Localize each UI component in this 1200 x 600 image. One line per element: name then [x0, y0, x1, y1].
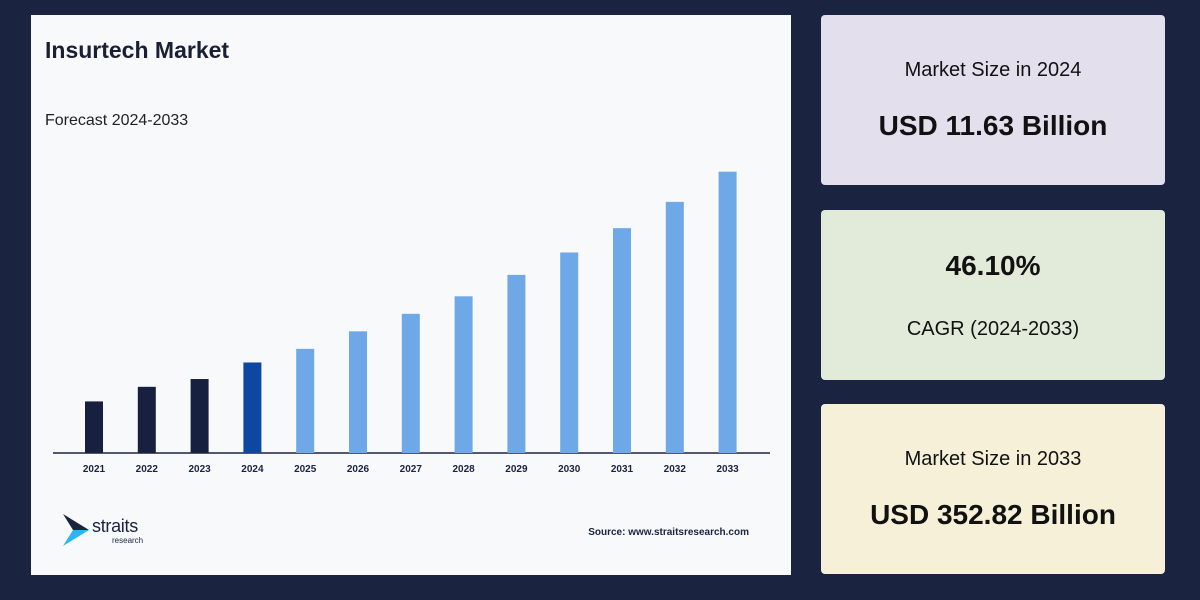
market-size-2033-label: Market Size in 2033: [904, 447, 1082, 470]
bar-chart: 2021 2022 2023 2024 2025 2026 2027 2028 2029 2030…: [53, 171, 770, 475]
market-size-2033-value: USD 352.82 Billion: [870, 498, 1116, 530]
cagr-label: CAGR (2024-2033): [906, 317, 1080, 340]
cagr-value: 46.10%: [945, 249, 1041, 281]
market-size-2024-label: Market Size in 2024: [904, 58, 1082, 81]
bar-2029: [507, 274, 526, 453]
tick-label-2033: 2033: [716, 464, 739, 475]
bar-2028: [454, 296, 473, 453]
logo-icon: [63, 514, 89, 546]
bar-2025: [296, 348, 315, 453]
bar-2022: [137, 386, 156, 453]
source-link[interactable]: Source: www.straitsresearch.com: [588, 527, 749, 538]
logo-word: straits: [92, 516, 138, 536]
tick-label-2030: 2030: [558, 464, 581, 475]
tick-label-2022: 2022: [136, 464, 159, 475]
bar-2030: [560, 252, 579, 453]
bar-2024: [243, 362, 262, 453]
tick-label-2028: 2028: [452, 464, 475, 475]
tick-label-2029: 2029: [505, 464, 528, 475]
bar-2027: [401, 313, 420, 453]
market-size-2024-card: Market Size in 2024 USD 11.63 Billion: [821, 15, 1165, 185]
bar-2031: [613, 228, 631, 453]
market-size-2024-value: USD 11.63 Billion: [878, 109, 1108, 141]
tick-label-2032: 2032: [664, 464, 687, 475]
market-size-2033-card: Market Size in 2033 USD 352.82 Billion: [821, 404, 1165, 574]
tick-label-2023: 2023: [188, 464, 211, 475]
tick-label-2025: 2025: [294, 464, 317, 475]
chart-subtitle: Forecast 2024-2033: [45, 112, 189, 129]
bar-2032: [665, 201, 684, 453]
bar-2023: [190, 379, 209, 453]
bar-2033: [718, 171, 737, 453]
chart-panel: Insurtech Market Forecast 2024-2033 2021…: [31, 15, 791, 575]
tick-label-2027: 2027: [400, 464, 423, 475]
logo-sub: research: [112, 536, 144, 545]
tick-label-2021: 2021: [83, 464, 106, 475]
chart-title: Insurtech Market: [45, 37, 230, 63]
tick-label-2024: 2024: [241, 464, 264, 475]
bar-2026: [349, 331, 367, 453]
cagr-card: 46.10% CAGR (2024-2033): [821, 210, 1165, 380]
tick-label-2026: 2026: [347, 464, 370, 475]
straits-logo: straits research: [61, 512, 161, 552]
tick-label-2031: 2031: [611, 464, 634, 475]
bar-2021: [85, 401, 103, 453]
